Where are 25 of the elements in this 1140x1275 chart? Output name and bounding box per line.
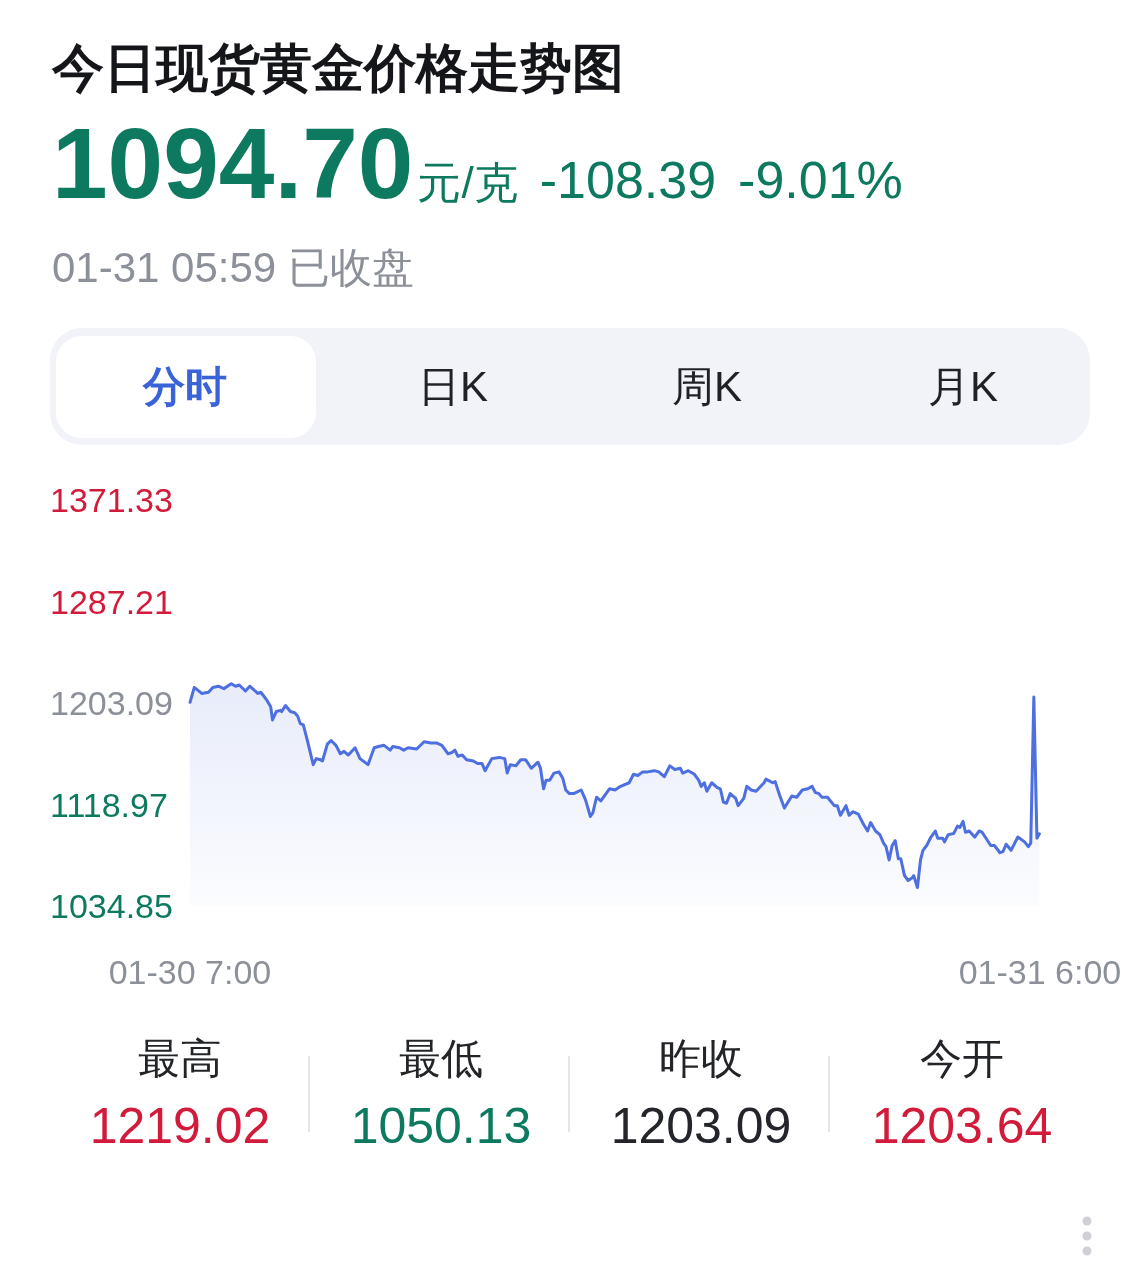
text: 1219.02 — [89, 1098, 271, 1154]
text: 月K — [927, 363, 999, 410]
y-tick-label: 1203.09 — [50, 684, 173, 722]
text: 01-31 05:59 已收盘 — [52, 244, 414, 291]
text: 1094.70 — [52, 107, 414, 219]
text: 周K — [671, 363, 743, 410]
x-tick-label: 01-30 7:00 — [108, 953, 272, 991]
chart-title: 今日现货黄金价格走势图 — [51, 39, 624, 97]
text: 今开 — [920, 1035, 1004, 1082]
text: -108.39 — [539, 151, 717, 209]
y-tick-label: 1118.97 — [50, 785, 168, 824]
y-tick-label: 1371.33 — [50, 481, 173, 519]
x-tick-label: 01-31 6:00 — [958, 953, 1122, 991]
text: 1203.09 — [610, 1098, 792, 1154]
text: 最低 — [399, 1035, 483, 1082]
text: 分时 — [142, 363, 227, 410]
text: -9.01% — [738, 151, 903, 209]
text: 日K — [417, 363, 489, 410]
text: 元/克 — [417, 158, 518, 207]
y-tick-label: 1034.85 — [50, 887, 173, 925]
text: 1050.13 — [350, 1098, 532, 1154]
y-tick-label: 1287.21 — [50, 582, 173, 621]
text: 1203.64 — [871, 1098, 1053, 1154]
text: 昨收 — [659, 1035, 743, 1082]
text: 最高 — [138, 1035, 222, 1082]
